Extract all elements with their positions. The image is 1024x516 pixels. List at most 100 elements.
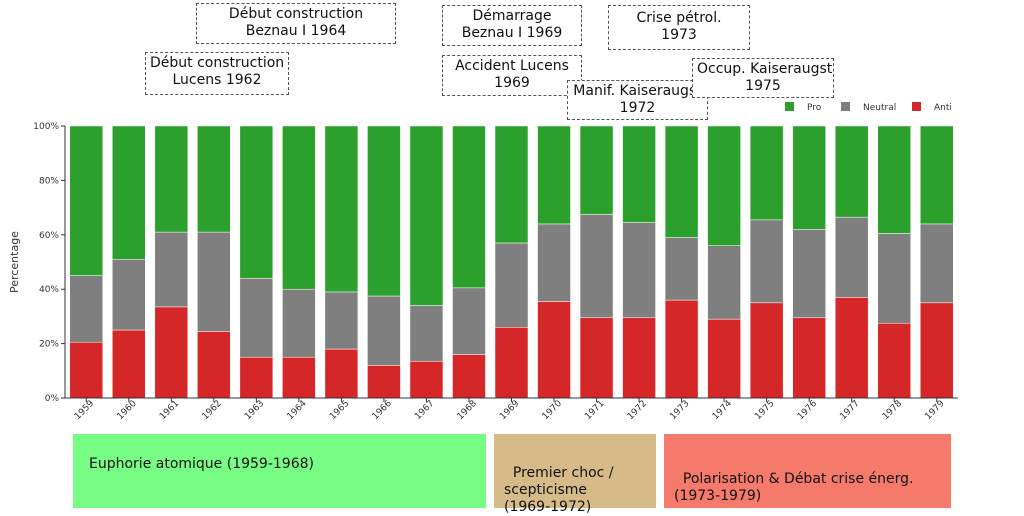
x-tick-label: 1976 [796, 399, 819, 422]
bar-neutral-1976 [792, 229, 826, 319]
bar-pro-1965 [324, 125, 359, 293]
phase-first-shock-text: Premier choc / scepticisme (1969-1972) [504, 465, 614, 515]
bar-anti-1979 [919, 302, 954, 399]
bar-neutral-1969 [494, 242, 529, 328]
y-axis: 0% 20% 40% 60% 80% 100% [33, 122, 66, 404]
bar-anti-1960 [112, 329, 146, 399]
bar-neutral-1978 [877, 233, 911, 324]
annotation-kaiseraugst-demo: Manif. Kaiseraugst 1972 [567, 80, 708, 120]
bar-pro-1971 [579, 125, 614, 215]
phase-polarisation: Polarisation & Débat crise énerg. (1973-… [664, 434, 951, 508]
bar-pro-1972 [622, 125, 656, 223]
bar-anti-1970 [537, 301, 571, 399]
y-axis-label: Percentage [8, 231, 21, 293]
annotation-oil-crisis: Crise pétrol. 1973 [608, 5, 750, 50]
x-tick-label: 1970 [541, 399, 564, 422]
legend-swatch-neutral [841, 102, 850, 111]
x-tick-label: 1973 [668, 399, 691, 422]
bar-neutral-1972 [622, 222, 656, 319]
bar-anti-1967 [409, 361, 444, 399]
bar-neutral-1966 [367, 295, 401, 366]
bar-anti-1959 [69, 341, 104, 399]
bar-pro-1975 [749, 125, 784, 221]
bar-neutral-1964 [282, 288, 316, 358]
y-tick-label: 100% [33, 122, 59, 132]
bar-anti-1969 [494, 327, 529, 399]
legend-swatch-anti [912, 102, 921, 111]
x-tick-label: 1969 [498, 399, 521, 422]
bar-neutral-1975 [749, 219, 784, 304]
bar-anti-1977 [834, 297, 869, 399]
bar-pro-1961 [154, 125, 189, 233]
x-tick-label: 1964 [286, 399, 309, 422]
bar-neutral-1970 [537, 223, 571, 302]
bar-pro-1966 [367, 125, 401, 297]
bar-neutral-1973 [664, 237, 699, 301]
x-tick-label: 1963 [243, 399, 266, 422]
x-tick-label: 1972 [626, 399, 649, 422]
bar-anti-1968 [452, 354, 486, 399]
bar-pro-1963 [239, 125, 274, 279]
y-tick-label: 60% [39, 231, 59, 241]
y-tick-label: 80% [39, 176, 59, 186]
x-tick-label: 1978 [881, 399, 904, 422]
bar-pro-1968 [452, 125, 486, 289]
bar-pro-1967 [409, 125, 444, 306]
x-axis: 1959 1960 1961 1962 1963 1964 1965 1966 1967 1968… [65, 397, 958, 422]
legend-label-neutral: Neutral [863, 103, 896, 113]
bar-anti-1978 [877, 322, 911, 399]
bar-neutral-1963 [239, 278, 274, 358]
bar-anti-1974 [707, 318, 741, 399]
x-tick-label: 1971 [583, 399, 606, 422]
bar-pro-1959 [69, 125, 104, 276]
annotation-lucens-construction: Début construction Lucens 1962 [145, 52, 289, 95]
x-tick-label: 1967 [413, 399, 436, 422]
bar-pro-1962 [197, 125, 231, 233]
y-tick-label: 40% [39, 285, 59, 295]
bar-neutral-1979 [919, 223, 954, 304]
x-tick-label: 1965 [328, 399, 351, 422]
bar-anti-1965 [324, 348, 359, 399]
bar-anti-1975 [749, 302, 784, 399]
bar-neutral-1965 [324, 291, 359, 350]
legend: Pro Neutral Anti [785, 102, 952, 113]
bar-anti-1963 [239, 356, 274, 399]
bar-pro-1969 [494, 125, 529, 244]
legend-label-anti: Anti [934, 103, 952, 113]
legend-label-pro: Pro [807, 103, 822, 113]
bar-pro-1973 [664, 125, 699, 238]
x-tick-label: 1975 [753, 399, 776, 422]
bar-neutral-1971 [579, 214, 614, 319]
x-tick-label: 1959 [73, 399, 96, 422]
bar-anti-1964 [282, 356, 316, 399]
x-tick-label: 1979 [923, 399, 946, 422]
bar-pro-1976 [792, 125, 826, 230]
bar-anti-1962 [197, 331, 231, 399]
annotation-beznau-construction: Début construction Beznau I 1964 [196, 3, 396, 44]
x-tick-label: 1962 [201, 399, 224, 422]
x-tick-label: 1968 [456, 399, 479, 422]
bar-anti-1973 [664, 299, 699, 399]
annotation-beznau-start: Démarrage Beznau I 1969 [442, 5, 582, 46]
bar-pro-1974 [707, 125, 741, 246]
phase-first-shock: Premier choc / scepticisme (1969-1972) [494, 434, 656, 515]
y-tick-label: 0% [45, 394, 60, 404]
bar-anti-1961 [154, 306, 189, 399]
bar-neutral-1962 [197, 231, 231, 332]
bar-neutral-1977 [834, 216, 869, 298]
x-tick-label: 1960 [115, 399, 138, 422]
bar-neutral-1967 [409, 305, 444, 362]
bars-group [69, 125, 954, 399]
bar-pro-1979 [919, 125, 954, 225]
annotation-kaiseraugst-occupation: Occup. Kaiseraugst 1975 [692, 58, 834, 98]
phase-polarisation-text: Polarisation & Débat crise énerg. (1973-… [674, 471, 914, 504]
bar-pro-1964 [282, 125, 316, 290]
x-tick-label: 1966 [371, 399, 394, 422]
bar-neutral-1959 [69, 275, 104, 343]
x-tick-label: 1977 [838, 399, 861, 422]
annotation-lucens-accident: Accident Lucens 1969 [442, 55, 582, 96]
phase-euphoria: Euphorie atomique (1959-1968) [73, 434, 486, 508]
bar-neutral-1974 [707, 245, 741, 320]
bar-pro-1977 [834, 125, 869, 218]
